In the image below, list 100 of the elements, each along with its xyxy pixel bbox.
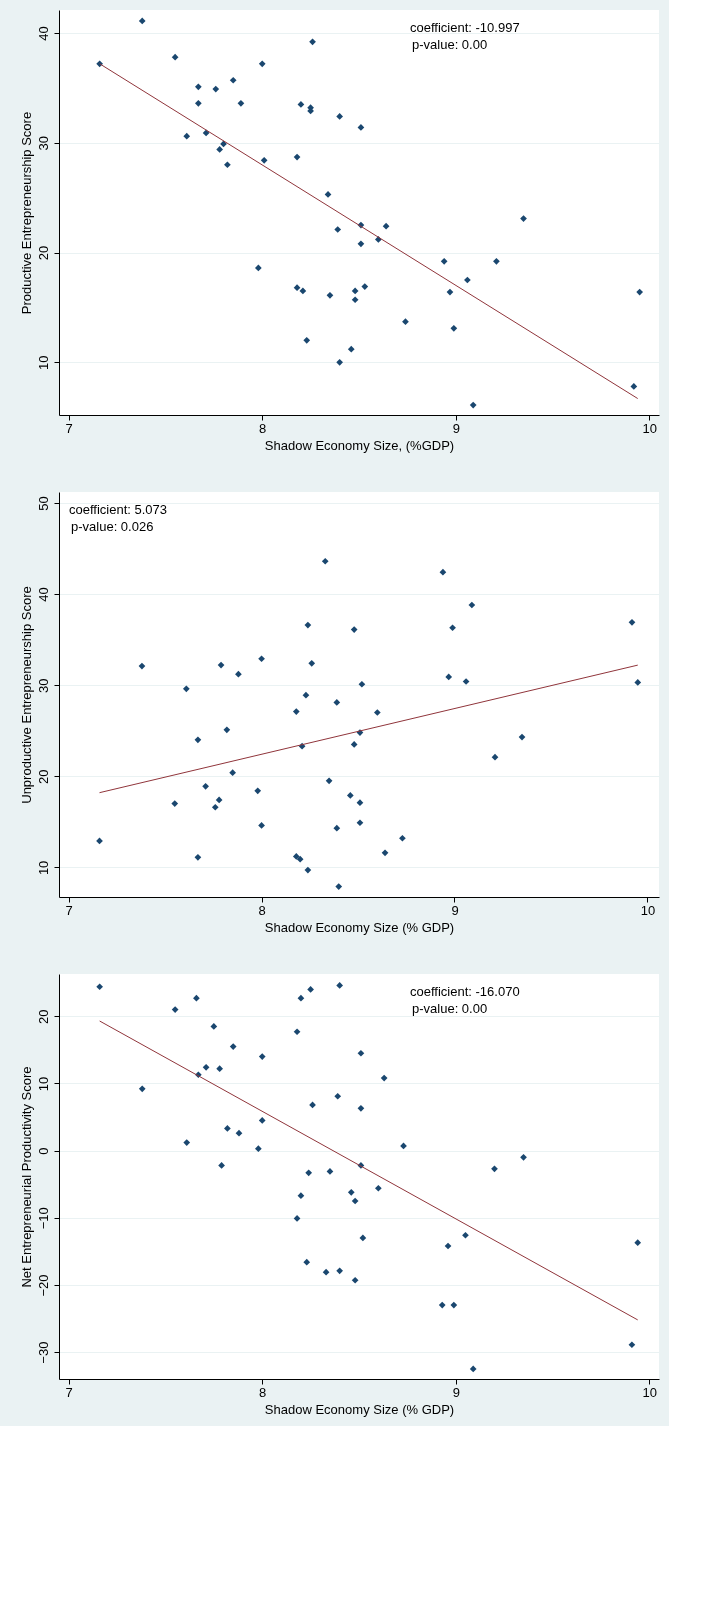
point <box>254 787 262 795</box>
point <box>237 99 245 107</box>
point <box>171 800 179 807</box>
point <box>224 1125 231 1132</box>
point <box>334 226 342 233</box>
point <box>336 982 343 989</box>
point <box>305 1169 313 1177</box>
point <box>308 659 316 667</box>
point <box>297 1192 305 1199</box>
x-tick-label: 9 <box>451 902 459 918</box>
y-tick-label: 20 <box>35 1009 51 1025</box>
y-tick-label: 40 <box>35 26 51 41</box>
point <box>138 17 146 25</box>
point <box>356 819 364 827</box>
point <box>375 1184 382 1192</box>
point <box>469 401 477 409</box>
point <box>439 568 447 576</box>
x-tick-label: 7 <box>65 1384 73 1400</box>
annotation: coefficient: 5.073 <box>69 502 168 517</box>
point <box>260 157 268 164</box>
x-tick-label: 7 <box>65 902 73 918</box>
point <box>258 822 265 829</box>
point <box>347 1188 355 1196</box>
point <box>357 240 365 248</box>
point <box>324 191 332 198</box>
point <box>304 866 312 874</box>
point <box>438 1301 446 1309</box>
point <box>255 1145 262 1152</box>
point <box>293 284 301 292</box>
point <box>326 292 334 299</box>
x-tick-label: 10 <box>642 420 658 436</box>
x-axis-title: Shadow Economy Size (% GDP) <box>264 1401 455 1417</box>
point <box>258 60 266 68</box>
point <box>325 777 333 785</box>
point <box>357 1104 365 1112</box>
annotation: p-value: 0.00 <box>412 37 488 52</box>
point <box>491 753 499 761</box>
point <box>215 796 223 804</box>
point <box>350 626 358 633</box>
y-axis-title: Unproductive Entrepreneurship Score <box>18 586 34 804</box>
point <box>628 1341 636 1349</box>
point <box>333 699 341 706</box>
point <box>183 1139 191 1146</box>
point <box>258 1117 266 1124</box>
point <box>229 769 236 776</box>
point <box>351 287 359 295</box>
point <box>182 685 190 693</box>
point <box>216 146 223 153</box>
point <box>628 618 636 626</box>
y-tick-label: 30 <box>35 136 51 151</box>
point <box>229 1043 237 1050</box>
y-tick-label: −20 <box>35 1274 51 1297</box>
y-tick-label: −10 <box>35 1207 51 1230</box>
point <box>468 601 476 609</box>
point <box>520 1154 527 1161</box>
point <box>202 782 209 790</box>
point <box>446 288 454 296</box>
y-tick-label: 10 <box>35 1076 51 1092</box>
point <box>351 1276 359 1284</box>
x-tick-label: 7 <box>65 420 73 436</box>
point <box>171 1006 179 1013</box>
point <box>138 662 146 670</box>
point <box>138 1085 146 1093</box>
point <box>351 296 359 304</box>
point <box>195 99 202 107</box>
annotation: coefficient: -16.070 <box>410 984 520 999</box>
y-tick-label: 10 <box>35 355 51 371</box>
x-tick-label: 9 <box>452 1384 460 1400</box>
point <box>183 132 191 140</box>
point <box>351 1197 359 1205</box>
point <box>193 994 200 1002</box>
point <box>333 824 341 832</box>
annotation: p-value: 0.026 <box>71 519 154 534</box>
point <box>171 53 179 61</box>
point <box>336 358 343 366</box>
y-axis-title: Productive Entrepreneurship Score <box>18 111 34 315</box>
point <box>356 799 364 807</box>
point <box>444 1242 452 1250</box>
point <box>380 1074 388 1082</box>
point <box>194 854 202 861</box>
point <box>297 994 305 1002</box>
y-tick-label: 10 <box>35 860 51 876</box>
point <box>292 708 300 715</box>
point <box>462 1231 469 1239</box>
point <box>96 983 103 991</box>
point <box>217 661 225 669</box>
point <box>293 1028 301 1036</box>
point <box>373 709 381 716</box>
point <box>634 1239 642 1247</box>
x-tick-label: 8 <box>259 420 267 436</box>
point <box>235 670 242 678</box>
point <box>229 76 237 84</box>
point <box>224 161 231 169</box>
point <box>636 288 643 296</box>
point <box>450 1301 458 1309</box>
point <box>304 621 312 629</box>
point <box>235 1129 243 1137</box>
point <box>299 287 307 295</box>
point <box>359 1234 367 1242</box>
point <box>469 1365 477 1373</box>
